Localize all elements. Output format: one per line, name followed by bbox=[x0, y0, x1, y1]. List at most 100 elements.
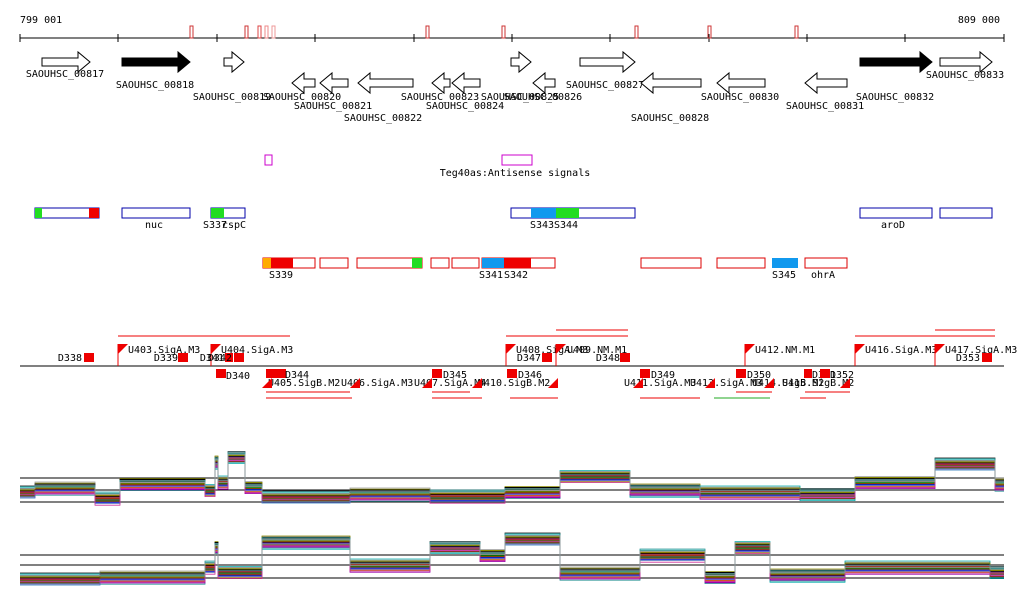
downshift-arrow[interactable] bbox=[840, 378, 850, 388]
upshift-marker[interactable] bbox=[556, 344, 566, 354]
gene-arrow[interactable] bbox=[804, 71, 848, 95]
downshift-marker-label: D353 bbox=[956, 353, 980, 364]
signal-bar bbox=[794, 25, 799, 39]
minus-segment[interactable] bbox=[451, 257, 480, 269]
plus-segment[interactable] bbox=[121, 207, 191, 219]
shift-label: U406.SigA.M3 bbox=[341, 378, 413, 389]
segment-fill-blue[interactable] bbox=[531, 208, 556, 218]
downshift-arrow[interactable] bbox=[262, 378, 272, 388]
downshift-marker[interactable] bbox=[820, 369, 830, 378]
downshift-arrow[interactable] bbox=[764, 378, 774, 388]
minus-segment[interactable] bbox=[430, 257, 450, 269]
gene-saouhsc-00825[interactable]: SAOUHSC_00825 bbox=[481, 50, 559, 103]
gene-saouhsc-00822[interactable]: SAOUHSC_00822 bbox=[344, 71, 422, 124]
segment-fill-red[interactable] bbox=[89, 208, 99, 218]
gene-saouhsc-00826[interactable]: SAOUHSC_00826 bbox=[504, 71, 582, 103]
minus-segment[interactable] bbox=[804, 257, 848, 269]
downshift-marker[interactable] bbox=[982, 353, 992, 362]
gene-saouhsc-00823[interactable]: SAOUHSC_00823 bbox=[401, 71, 479, 103]
downshift-arrow[interactable] bbox=[633, 378, 643, 388]
plus-segment-label: S337 bbox=[203, 220, 227, 231]
downshift-marker-label: D347 bbox=[517, 353, 541, 364]
gene-arrow[interactable] bbox=[532, 71, 556, 95]
minus-segment[interactable] bbox=[716, 257, 766, 269]
segment-fill-green[interactable] bbox=[211, 208, 224, 218]
downshift-marker[interactable] bbox=[225, 353, 233, 362]
gene-saouhsc-00827[interactable]: SAOUHSC_00827 bbox=[566, 50, 644, 91]
plus-segment[interactable] bbox=[939, 207, 993, 219]
gene-arrow[interactable] bbox=[579, 50, 636, 74]
gene-saouhsc-00821[interactable]: SAOUHSC_00821 bbox=[294, 71, 372, 112]
upshift-label: U408.SigA.M3 bbox=[516, 345, 588, 356]
downshift-marker[interactable] bbox=[266, 369, 286, 378]
gene-saouhsc-00817[interactable]: SAOUHSC_00817 bbox=[26, 50, 104, 80]
upshift-marker[interactable] bbox=[211, 344, 221, 354]
gene-saouhsc-00820[interactable]: SAOUHSC_00820 bbox=[263, 71, 341, 103]
plus-segment[interactable] bbox=[859, 207, 933, 219]
gene-arrow[interactable] bbox=[716, 71, 766, 95]
gene-arrow[interactable] bbox=[121, 50, 191, 74]
downshift-arrow[interactable] bbox=[705, 378, 715, 388]
gene-saouhsc-00819[interactable]: SAOUHSC_00819 bbox=[193, 50, 271, 103]
gene-arrow[interactable] bbox=[357, 71, 414, 95]
upshift-marker[interactable] bbox=[855, 344, 865, 354]
downshift-label: D352 bbox=[830, 370, 854, 381]
gene-arrow[interactable] bbox=[41, 50, 91, 74]
gene-arrow[interactable] bbox=[859, 50, 933, 74]
gene-arrow[interactable] bbox=[640, 71, 702, 95]
gene-arrow[interactable] bbox=[319, 71, 349, 95]
minus-segment[interactable] bbox=[319, 257, 349, 269]
downshift-arrow[interactable] bbox=[422, 378, 432, 388]
gene-label: SAOUHSC_00827 bbox=[566, 80, 644, 91]
gene-saouhsc-00830[interactable]: SAOUHSC_00830 bbox=[701, 71, 779, 103]
signal-bar bbox=[707, 25, 712, 39]
downshift-arrow[interactable] bbox=[350, 378, 360, 388]
downshift-marker[interactable] bbox=[507, 369, 517, 378]
segment-fill-blue[interactable] bbox=[772, 258, 798, 268]
gene-saouhsc-00831[interactable]: SAOUHSC_00831 bbox=[786, 71, 864, 112]
downshift-marker[interactable] bbox=[804, 369, 812, 378]
segment-fill-green[interactable] bbox=[556, 208, 579, 218]
segment-fill-blue[interactable] bbox=[482, 258, 504, 268]
signal-bar bbox=[501, 25, 506, 39]
gene-saouhsc-00832[interactable]: SAOUHSC_00832 bbox=[856, 50, 934, 103]
gene-arrow[interactable] bbox=[939, 50, 993, 74]
gene-label: SAOUHSC_00822 bbox=[344, 113, 422, 124]
segment-fill-green[interactable] bbox=[35, 208, 42, 218]
gene-saouhsc-00828[interactable]: SAOUHSC_00828 bbox=[631, 71, 709, 124]
segment-fill-red[interactable] bbox=[504, 258, 531, 268]
downshift-marker[interactable] bbox=[178, 353, 188, 362]
downshift-marker[interactable] bbox=[84, 353, 94, 362]
gene-arrow[interactable] bbox=[431, 71, 451, 95]
gene-arrow[interactable] bbox=[451, 71, 481, 95]
gene-saouhsc-00833[interactable]: SAOUHSC_00833 bbox=[926, 50, 1004, 81]
downshift-marker[interactable] bbox=[216, 369, 226, 378]
minus-segment[interactable] bbox=[640, 257, 702, 269]
downshift-marker-label: D340 bbox=[226, 371, 250, 382]
downshift-marker[interactable] bbox=[432, 369, 442, 378]
gene-saouhsc-00818[interactable]: SAOUHSC_00818 bbox=[116, 50, 194, 91]
downshift-marker[interactable] bbox=[234, 353, 244, 362]
upshift-marker[interactable] bbox=[506, 344, 516, 354]
segment-fill-red[interactable] bbox=[271, 258, 293, 268]
minus-segment-label: S341 bbox=[479, 270, 503, 281]
segment-fill-orange[interactable] bbox=[263, 258, 271, 268]
signal-bar bbox=[257, 25, 262, 39]
upshift-marker[interactable] bbox=[118, 344, 128, 354]
shift-track: U403.SigA.M3 U404.SigA.M3 U408.SigA.M3U409… bbox=[20, 329, 1017, 399]
downshift-arrow[interactable] bbox=[472, 378, 482, 388]
segment-fill-green[interactable] bbox=[412, 258, 422, 268]
gene-saouhsc-00824[interactable]: SAOUHSC_00824 bbox=[426, 71, 504, 112]
downshift-marker[interactable] bbox=[640, 369, 650, 378]
upshift-marker[interactable] bbox=[935, 344, 945, 354]
upshift-marker[interactable] bbox=[745, 344, 755, 354]
gene-arrow[interactable] bbox=[510, 50, 532, 74]
downshift-marker[interactable] bbox=[542, 353, 552, 362]
downshift-arrow[interactable] bbox=[548, 378, 558, 388]
gene-arrow[interactable] bbox=[223, 50, 245, 74]
antisense-marker bbox=[264, 154, 273, 166]
gene-arrow[interactable] bbox=[291, 71, 316, 95]
downshift-label: D344 bbox=[285, 370, 309, 381]
downshift-marker[interactable] bbox=[736, 369, 746, 378]
downshift-marker[interactable] bbox=[620, 353, 630, 362]
